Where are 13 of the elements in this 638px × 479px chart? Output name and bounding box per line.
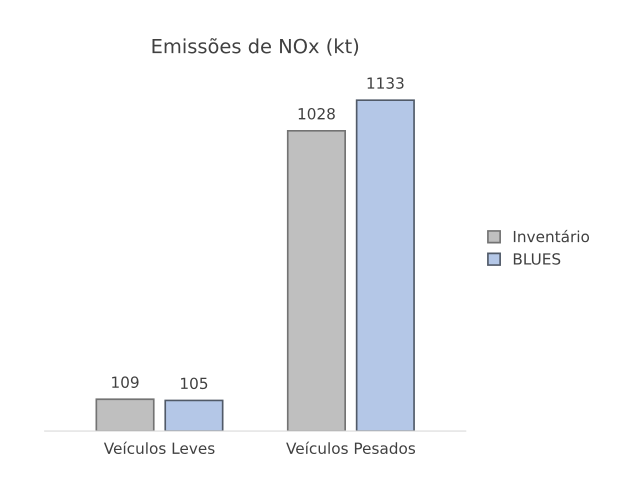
data-label: 109 <box>112 376 139 388</box>
legend-label: BLUES <box>514 253 560 265</box>
chart-title: Emissões de NOx (kt) <box>152 38 358 56</box>
bar <box>286 130 346 432</box>
data-label: 1133 <box>368 77 404 89</box>
legend-label: Inventário <box>514 230 590 242</box>
bar <box>356 99 415 432</box>
x-tick-label: Veículos Pesados <box>286 442 416 454</box>
data-label: 1028 <box>298 108 335 120</box>
bar <box>164 400 224 432</box>
data-label: 105 <box>181 378 208 390</box>
bar <box>96 398 155 432</box>
x-tick-label: Veículos Leves <box>104 442 214 454</box>
